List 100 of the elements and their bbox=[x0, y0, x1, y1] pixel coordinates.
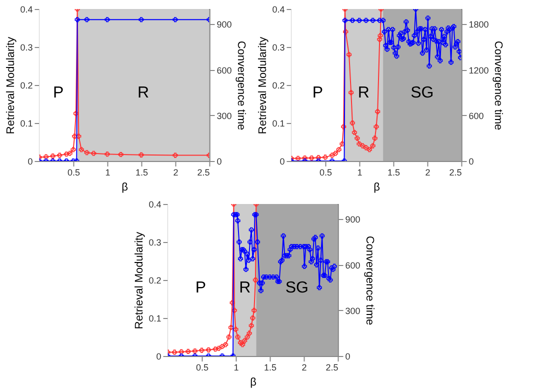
point bbox=[336, 147, 342, 152]
y2-tick-label: 600 bbox=[216, 65, 232, 76]
point bbox=[364, 145, 369, 150]
band-label: P bbox=[52, 84, 64, 102]
point bbox=[348, 90, 354, 96]
y2-axis-title: Convergence time bbox=[363, 236, 376, 326]
point bbox=[332, 150, 338, 156]
x-tick-label: 2 bbox=[425, 168, 430, 178]
point bbox=[199, 348, 204, 353]
y2-tick-label: 0 bbox=[216, 156, 222, 166]
y-axis-title: Retrieval Modularity bbox=[257, 36, 270, 134]
x-tick-label: 2.5 bbox=[326, 362, 338, 372]
point bbox=[370, 143, 376, 148]
x-tick-label: 2.5 bbox=[197, 168, 210, 178]
point bbox=[252, 308, 257, 313]
x-axis-title: β bbox=[122, 182, 128, 194]
y2-tick-label: 0 bbox=[468, 156, 474, 166]
point bbox=[354, 136, 360, 141]
point bbox=[322, 154, 328, 160]
point bbox=[238, 340, 244, 346]
point bbox=[104, 152, 110, 157]
point bbox=[366, 147, 372, 152]
point bbox=[138, 152, 144, 158]
point bbox=[350, 120, 355, 126]
point bbox=[302, 155, 308, 160]
point bbox=[356, 141, 362, 146]
x-tick-label: 1.5 bbox=[135, 168, 148, 178]
y2-tick-label: 300 bbox=[345, 306, 360, 316]
band-label: P bbox=[195, 280, 206, 297]
y2-axis-title: Convergence time bbox=[234, 40, 247, 130]
x-axis-title: β bbox=[374, 182, 380, 194]
x-tick-label: 2 bbox=[302, 362, 307, 372]
x-tick-label: 1.5 bbox=[264, 362, 276, 372]
point bbox=[248, 323, 254, 328]
point bbox=[374, 124, 379, 130]
y-tick-label: 0.1 bbox=[272, 118, 285, 128]
y2-tick-label: 900 bbox=[216, 20, 232, 30]
point bbox=[250, 315, 256, 321]
point bbox=[377, 36, 382, 42]
point bbox=[233, 326, 238, 332]
y2-tick-label: 600 bbox=[345, 260, 360, 270]
point bbox=[212, 346, 218, 352]
y-tick-label: 0.3 bbox=[20, 42, 33, 52]
y2-tick-label: 0 bbox=[345, 352, 350, 362]
point bbox=[330, 152, 335, 158]
point bbox=[70, 147, 76, 152]
band-label: SG bbox=[285, 280, 309, 297]
point bbox=[230, 300, 235, 306]
y-axis-title: Retrieval Modularity bbox=[5, 36, 18, 134]
point bbox=[206, 347, 212, 352]
point bbox=[341, 124, 346, 130]
point bbox=[118, 152, 124, 158]
band-label: R bbox=[239, 280, 251, 297]
point bbox=[352, 130, 357, 136]
x-tick-label: 0.5 bbox=[196, 362, 208, 372]
point bbox=[172, 152, 178, 158]
y-tick-label: 0.2 bbox=[20, 80, 33, 90]
point bbox=[296, 156, 301, 161]
y2-axis-title: Convergence time bbox=[492, 40, 504, 130]
point bbox=[235, 334, 240, 340]
point bbox=[192, 348, 198, 354]
y-tick-label: 0.1 bbox=[20, 118, 33, 128]
y2-tick-label: 1200 bbox=[468, 65, 489, 76]
point bbox=[72, 134, 78, 139]
y-tick-label: 0.4 bbox=[272, 4, 285, 14]
point bbox=[76, 134, 82, 139]
y2-tick-label: 900 bbox=[345, 214, 360, 225]
point bbox=[309, 155, 314, 160]
y-tick-label: 0.2 bbox=[148, 276, 162, 286]
point bbox=[178, 349, 184, 354]
point bbox=[91, 150, 96, 156]
x-tick-label: 2.5 bbox=[449, 168, 462, 178]
point bbox=[57, 152, 62, 158]
point bbox=[232, 308, 237, 313]
x-tick-label: 1 bbox=[234, 362, 239, 372]
y-tick-label: 0 bbox=[156, 352, 162, 362]
point bbox=[240, 342, 246, 348]
y2-tick-label: 1800 bbox=[468, 20, 489, 30]
point bbox=[78, 147, 84, 152]
point bbox=[360, 143, 366, 148]
point bbox=[186, 348, 191, 354]
y2-tick-label: 600 bbox=[468, 110, 484, 121]
point bbox=[340, 141, 345, 146]
band-label: P bbox=[312, 84, 324, 102]
band-label: R bbox=[138, 84, 150, 102]
x-tick-label: 1 bbox=[357, 168, 362, 178]
point bbox=[50, 154, 56, 159]
point bbox=[378, 33, 383, 38]
point bbox=[242, 338, 248, 344]
y2-tick-label: 300 bbox=[216, 110, 232, 121]
point bbox=[226, 334, 232, 340]
point bbox=[244, 334, 250, 340]
x-tick-label: 1 bbox=[105, 168, 110, 178]
x-tick-label: 2 bbox=[173, 168, 178, 178]
point bbox=[216, 346, 222, 351]
point bbox=[316, 155, 321, 160]
point bbox=[84, 150, 90, 156]
y-tick-label: 0 bbox=[280, 156, 285, 166]
point bbox=[372, 136, 378, 141]
point bbox=[246, 330, 252, 336]
